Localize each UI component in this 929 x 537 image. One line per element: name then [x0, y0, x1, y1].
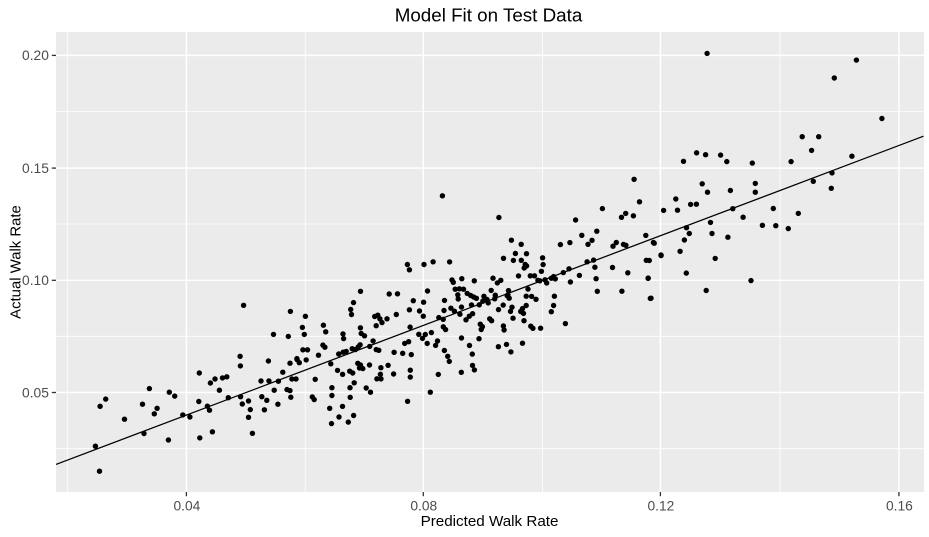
- svg-text:Model Fit on Test Data: Model Fit on Test Data: [395, 5, 583, 26]
- svg-text:0.04: 0.04: [173, 498, 200, 513]
- svg-text:0.12: 0.12: [647, 498, 674, 513]
- svg-text:0.08: 0.08: [410, 498, 437, 513]
- svg-text:0.16: 0.16: [886, 498, 913, 513]
- svg-text:Actual Walk Rate: Actual Walk Rate: [9, 205, 25, 319]
- svg-text:0.05: 0.05: [22, 385, 49, 400]
- svg-text:0.15: 0.15: [22, 161, 49, 176]
- svg-text:0.20: 0.20: [22, 48, 49, 63]
- svg-text:0.10: 0.10: [22, 273, 49, 288]
- svg-text:Predicted Walk Rate: Predicted Walk Rate: [421, 513, 559, 530]
